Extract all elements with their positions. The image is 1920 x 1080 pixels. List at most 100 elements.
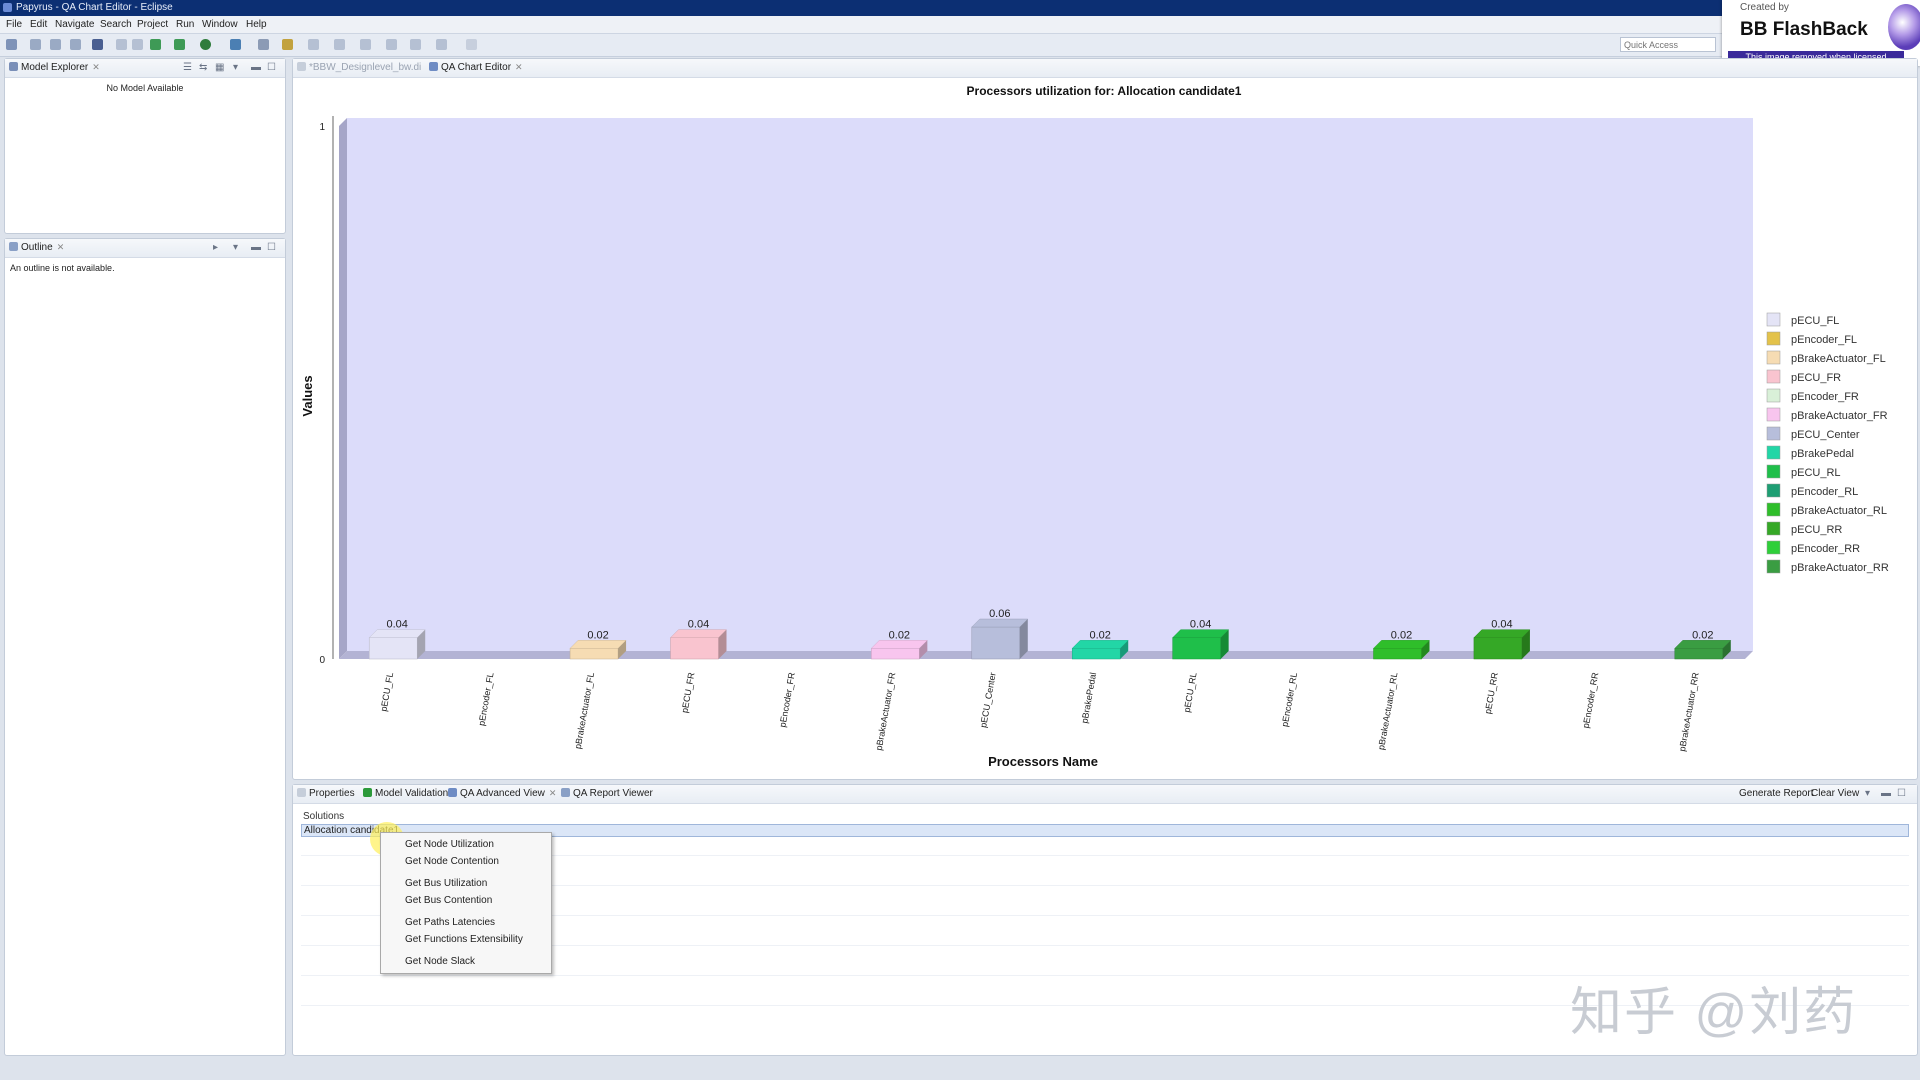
context-menu: Get Node Utilization Get Node Contention… xyxy=(380,832,552,974)
chart-bar-pBrakePedal xyxy=(1071,640,1129,660)
minimize-icon[interactable]: ▬ xyxy=(251,62,261,73)
legend-label: pECU_FL xyxy=(1791,315,1839,327)
last-edit-icon[interactable] xyxy=(436,39,447,50)
view-menu-icon[interactable]: ▾ xyxy=(233,62,239,73)
chart-bar-pBrakeActuator_RR xyxy=(1674,640,1732,660)
chart-legend: pECU_FL pEncoder_FL pBrakeActuator_FL pECU_… xyxy=(1766,312,1889,574)
back-icon[interactable] xyxy=(386,39,397,50)
open-task-icon[interactable] xyxy=(282,39,293,50)
view-menu-icon[interactable]: ▾ xyxy=(1865,788,1871,799)
print-icon[interactable] xyxy=(70,39,81,50)
refresh-icon[interactable] xyxy=(150,39,161,50)
chart-y-axis-label: Values xyxy=(300,375,315,416)
quick-access-input[interactable] xyxy=(1620,37,1716,52)
save-icon[interactable] xyxy=(30,39,41,50)
close-icon[interactable]: ✕ xyxy=(548,788,557,798)
legend-label: pEncoder_FR xyxy=(1791,391,1859,403)
menu-run[interactable]: Run xyxy=(176,19,195,30)
legend-swatch xyxy=(1766,540,1781,555)
chart-editor-panel: *BBW_Designlevel_bw.di QA Chart Editor ✕ … xyxy=(292,58,1918,780)
run-icon[interactable] xyxy=(200,39,211,50)
redo-icon[interactable] xyxy=(132,39,143,50)
menu-item-get-node-contention[interactable]: Get Node Contention xyxy=(405,856,499,867)
menu-window[interactable]: Window xyxy=(202,19,238,30)
minimize-icon[interactable]: ▬ xyxy=(251,242,261,253)
new-icon[interactable] xyxy=(6,39,17,50)
clear-view-button[interactable]: Clear View xyxy=(1811,788,1860,799)
chart-title: Processors utilization for: Allocation c… xyxy=(967,84,1242,98)
bar-value-label: 0.04 xyxy=(1190,619,1211,631)
menu-navigate[interactable]: Navigate xyxy=(55,19,95,30)
chart-icon xyxy=(429,62,438,71)
legend-swatch xyxy=(1766,521,1781,536)
legend-swatch xyxy=(1766,426,1781,441)
maximize-icon[interactable]: ☐ xyxy=(267,242,276,253)
flashback-logo-icon xyxy=(1888,4,1920,50)
close-icon[interactable]: ✕ xyxy=(56,242,65,252)
tab-model-explorer[interactable]: Model Explorer ✕ xyxy=(9,62,100,73)
view-menu-icon[interactable]: ▾ xyxy=(233,242,239,253)
tab-outline[interactable]: Outline ✕ xyxy=(9,242,64,253)
menu-search[interactable]: Search xyxy=(100,19,132,30)
title-bar: Papyrus - QA Chart Editor - Eclipse xyxy=(0,0,1920,16)
maximize-icon[interactable]: ☐ xyxy=(1897,788,1906,799)
editor-tabrow: *BBW_Designlevel_bw.di QA Chart Editor ✕ xyxy=(293,59,1917,78)
menu-edit[interactable]: Edit xyxy=(30,19,48,30)
pin-editor-icon[interactable] xyxy=(466,39,477,50)
open-type-icon[interactable] xyxy=(258,39,269,50)
tab-qa-report-viewer[interactable]: QA Report Viewer xyxy=(561,788,653,799)
next-annotation-icon[interactable] xyxy=(334,39,345,50)
bar-value-label: 0.02 xyxy=(889,629,910,641)
external-tools-icon[interactable] xyxy=(230,39,241,50)
qa-report-viewer-tab-label: QA Report Viewer xyxy=(573,788,653,799)
collapse-all-icon[interactable]: ☰ xyxy=(183,62,192,73)
close-icon[interactable]: ✕ xyxy=(92,62,100,72)
legend-swatch xyxy=(1766,502,1781,517)
annotation-icon[interactable] xyxy=(308,39,319,50)
legend-label: pBrakeActuator_FL xyxy=(1791,353,1886,365)
previous-annotation-icon[interactable] xyxy=(360,39,371,50)
tab-model-validation[interactable]: Model Validation xyxy=(363,788,448,799)
filter-icon[interactable]: ▦ xyxy=(215,62,225,73)
y-tick-label: 1 xyxy=(319,122,325,133)
tab-designlevel-diagram[interactable]: *BBW_Designlevel_bw.di xyxy=(297,62,421,73)
menu-item-get-bus-contention[interactable]: Get Bus Contention xyxy=(405,895,493,906)
menu-item-get-node-slack[interactable]: Get Node Slack xyxy=(405,956,476,967)
generate-report-button[interactable]: Generate Report xyxy=(1739,788,1814,799)
debug-icon[interactable] xyxy=(174,39,185,50)
outline-action-icon[interactable]: ▸ xyxy=(213,242,219,253)
table-gridline xyxy=(301,975,1909,976)
chart-bar-pECU_FL xyxy=(368,629,426,660)
minimize-icon[interactable]: ▬ xyxy=(1881,788,1891,799)
menu-item-get-bus-utilization[interactable]: Get Bus Utilization xyxy=(405,878,488,889)
menu-help[interactable]: Help xyxy=(246,19,267,30)
flashback-watermark: Created by BB FlashBack This image remov… xyxy=(1722,0,1920,66)
tab-qa-advanced-view[interactable]: QA Advanced View ✕ xyxy=(448,788,556,799)
watermark-created-by: Created by xyxy=(1740,2,1789,13)
x-tick-label: pBrakeActuator_RL xyxy=(1376,672,1399,751)
tab-properties[interactable]: Properties xyxy=(297,788,355,799)
legend-swatch xyxy=(1766,388,1781,403)
save-all-icon[interactable] xyxy=(50,39,61,50)
undo-icon[interactable] xyxy=(116,39,127,50)
close-icon[interactable]: ✕ xyxy=(515,62,523,72)
menu-item-get-node-utilization[interactable]: Get Node Utilization xyxy=(405,839,494,850)
menu-item-get-functions-extensibility[interactable]: Get Functions Extensibility xyxy=(405,934,523,945)
watermark-brand: BB FlashBack xyxy=(1740,19,1868,40)
menu-item-get-paths-latencies[interactable]: Get Paths Latencies xyxy=(405,917,496,928)
build-icon[interactable] xyxy=(92,39,103,50)
solution-row[interactable]: Allocation candidate1 xyxy=(301,824,1909,837)
bar-value-label: 0.02 xyxy=(1692,629,1713,641)
menu-project[interactable]: Project xyxy=(137,19,169,30)
x-tick-label: pBrakeActuator_FL xyxy=(573,672,596,750)
link-editor-icon[interactable]: ⇆ xyxy=(199,62,208,73)
properties-tab-label: Properties xyxy=(309,788,355,799)
legend-swatch xyxy=(1766,407,1781,422)
model-explorer-message: No Model Available xyxy=(106,83,184,93)
tab-qa-chart-editor[interactable]: QA Chart Editor ✕ xyxy=(429,62,523,73)
maximize-icon[interactable]: ☐ xyxy=(267,62,276,73)
chart-bar-pBrakeActuator_FR xyxy=(870,640,928,660)
menu-file[interactable]: File xyxy=(6,19,23,30)
papyrus-app-icon xyxy=(3,3,12,12)
forward-icon[interactable] xyxy=(410,39,421,50)
